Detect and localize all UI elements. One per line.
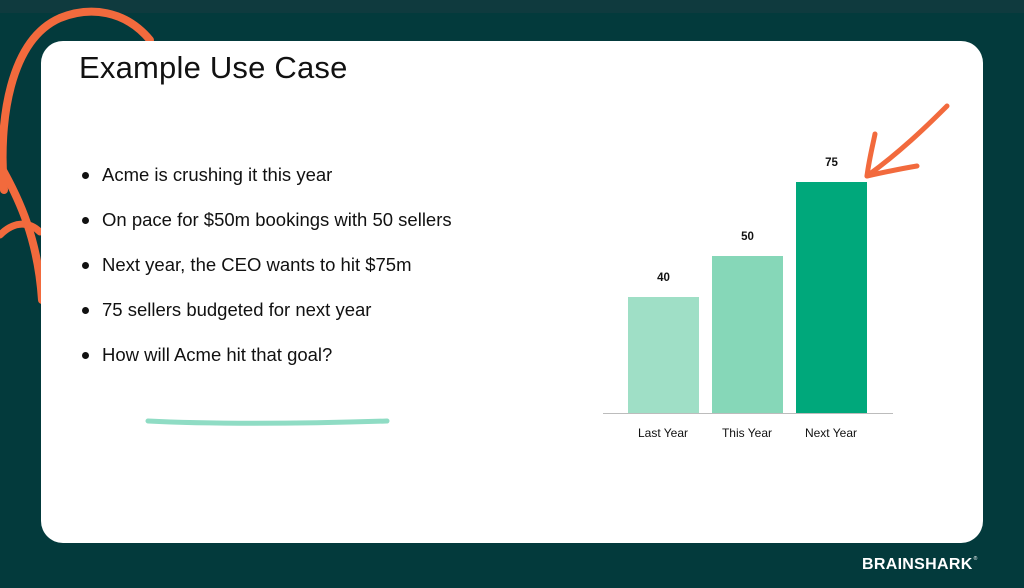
bar-chart: 40 Last Year 50 This Year 75 Next Year [600, 100, 980, 450]
x-label-last-year: Last Year [637, 426, 689, 440]
bullet-item: Next year, the CEO wants to hit $75m [80, 253, 452, 298]
bullet-text: How will Acme hit that goal? [102, 344, 333, 365]
bar-value-last-year: 40 [657, 272, 670, 284]
bar-last-year [628, 297, 699, 413]
bullet-text: On pace for $50m bookings with 50 seller… [102, 209, 452, 230]
bullet-dot-icon [82, 307, 89, 314]
bullet-dot-icon [82, 172, 89, 179]
logo-text: BRAINSHARK [862, 556, 973, 573]
x-label-this-year: This Year [721, 426, 773, 440]
bullet-text: Next year, the CEO wants to hit $75m [102, 254, 412, 275]
bullet-dot-icon [82, 262, 89, 269]
top-strip [0, 0, 1024, 13]
slide-title: Example Use Case [79, 50, 348, 85]
bar-next-year [796, 182, 867, 413]
bar-value-next-year: 75 [825, 157, 838, 169]
trademark-symbol: ® [973, 556, 978, 562]
bullet-item: How will Acme hit that goal? [80, 343, 452, 388]
bar-value-this-year: 50 [741, 231, 754, 243]
bullet-item: On pace for $50m bookings with 50 seller… [80, 208, 452, 253]
orange-scribble-decoration [0, 7, 154, 304]
green-underline-decoration [145, 418, 390, 426]
bullet-item: 75 sellers budgeted for next year [80, 298, 452, 343]
x-label-next-year: Next Year [804, 426, 858, 440]
x-axis-line [603, 413, 893, 414]
bullet-dot-icon [82, 217, 89, 224]
bullet-item: Acme is crushing it this year [80, 163, 452, 208]
bullet-text: 75 sellers budgeted for next year [102, 299, 372, 320]
bullet-dot-icon [82, 352, 89, 359]
orange-arrow-annotation-icon [864, 103, 950, 179]
bullet-list: Acme is crushing it this year On pace fo… [80, 163, 452, 388]
bullet-text: Acme is crushing it this year [102, 164, 333, 185]
bar-this-year [712, 256, 783, 413]
brainshark-logo: BRAINSHARK® [862, 556, 978, 574]
